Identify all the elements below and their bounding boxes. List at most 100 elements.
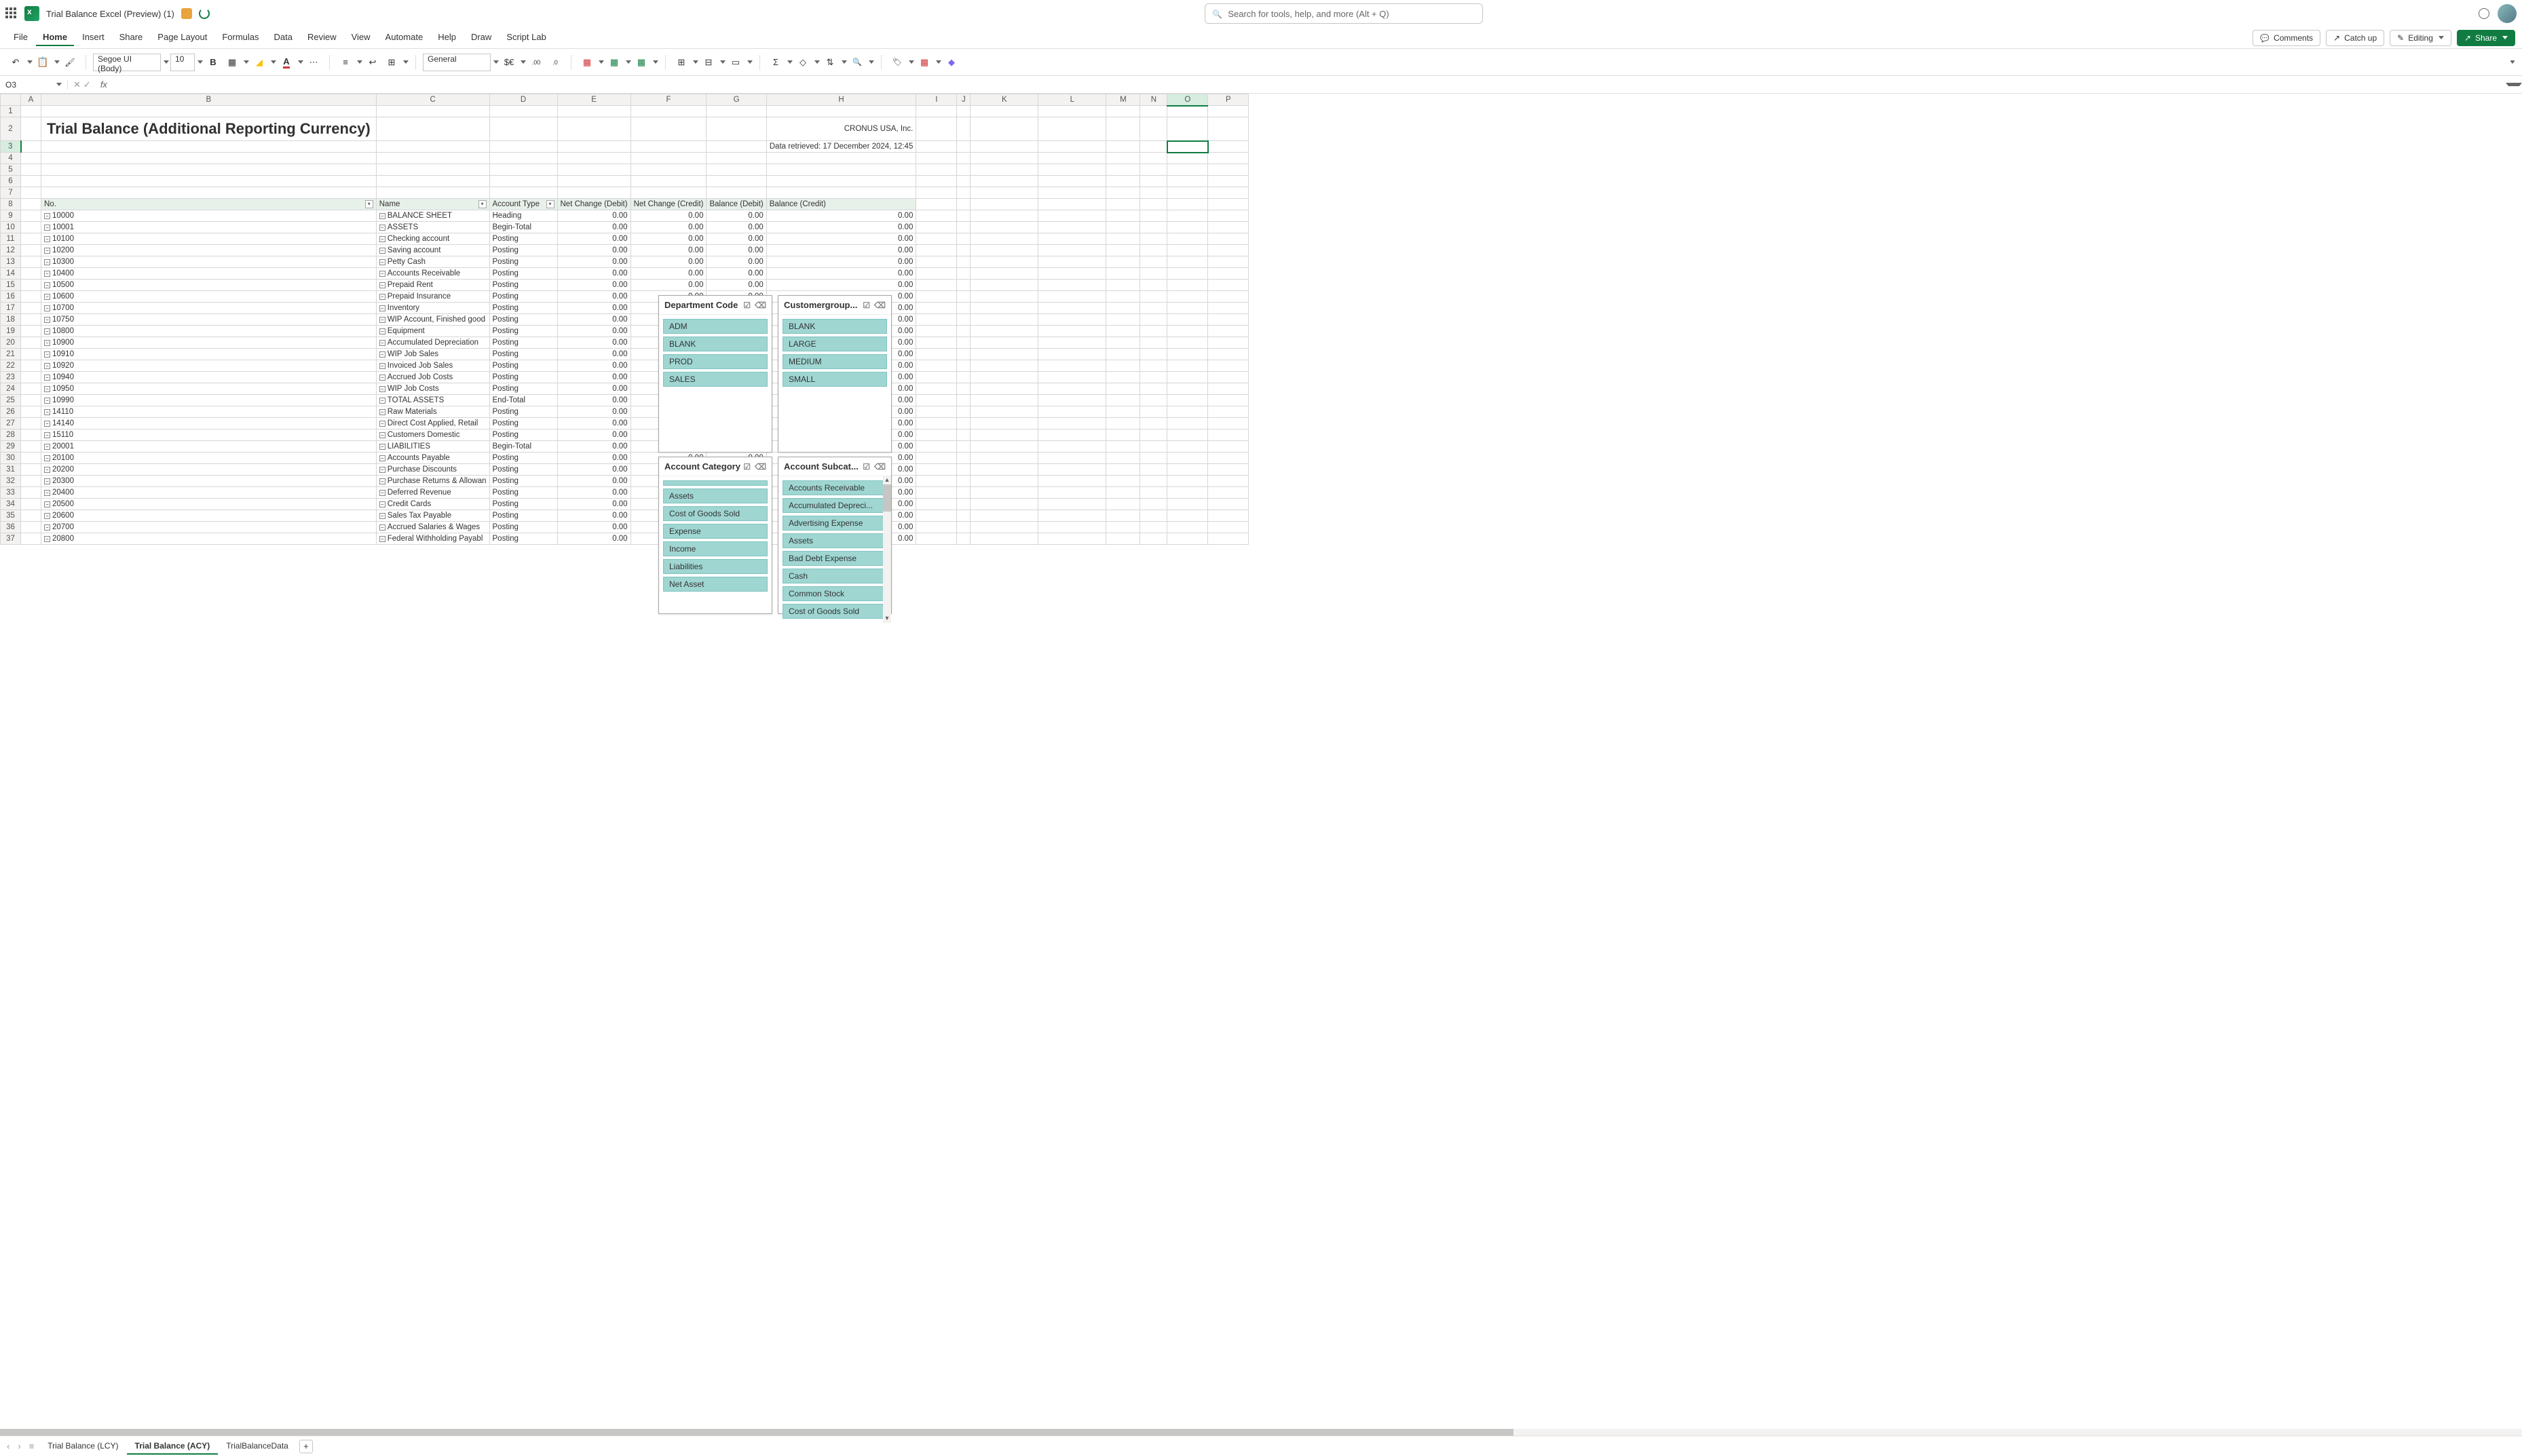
cell-I17[interactable]	[916, 303, 957, 314]
cell-P2[interactable]	[1208, 117, 1249, 141]
cell-A14[interactable]	[21, 268, 41, 280]
cell-F3[interactable]	[630, 141, 707, 153]
cell-G13[interactable]: 0.00	[707, 256, 766, 268]
cell-I6[interactable]	[916, 176, 957, 187]
cell-I18[interactable]	[916, 314, 957, 326]
slicer-item[interactable]: Net Asset	[663, 577, 768, 592]
addins-button[interactable]	[916, 54, 933, 71]
row-header-31[interactable]: 31	[1, 464, 21, 476]
cell-C1[interactable]	[376, 106, 489, 117]
cell-B36[interactable]: −20700	[41, 522, 377, 533]
slicer-item[interactable]: LARGE	[783, 337, 887, 351]
cell-A6[interactable]	[21, 176, 41, 187]
cell-N1[interactable]	[1140, 106, 1167, 117]
cell-K22[interactable]	[971, 360, 1038, 372]
cell-C11[interactable]: −Checking account	[376, 233, 489, 245]
cell-G4[interactable]	[707, 153, 766, 164]
cell-O35[interactable]	[1167, 510, 1208, 522]
menu-share[interactable]: Share	[113, 29, 150, 46]
tab-nav-next[interactable]: ›	[15, 1441, 23, 1451]
cell-B32[interactable]: −20300	[41, 476, 377, 487]
cell-C6[interactable]	[376, 176, 489, 187]
cell-I30[interactable]	[916, 453, 957, 464]
cell-M3[interactable]	[1106, 141, 1140, 153]
formula-input[interactable]	[111, 80, 2506, 90]
cell-C30[interactable]: −Accounts Payable	[376, 453, 489, 464]
cell-N37[interactable]	[1140, 533, 1167, 545]
cell-B29[interactable]: −20001	[41, 441, 377, 453]
cell-D27[interactable]: Posting	[489, 418, 557, 429]
row-header-21[interactable]: 21	[1, 349, 21, 360]
row-header-22[interactable]: 22	[1, 360, 21, 372]
slicer-item[interactable]	[663, 480, 768, 486]
col-header-M[interactable]: M	[1106, 94, 1140, 106]
cell-F15[interactable]: 0.00	[630, 280, 707, 291]
increase-decimal-button[interactable]: .00	[527, 54, 545, 71]
slicer-item[interactable]: Assets	[663, 488, 768, 503]
cell-D20[interactable]: Posting	[489, 337, 557, 349]
cell-B5[interactable]	[41, 164, 377, 176]
row-header-9[interactable]: 9	[1, 210, 21, 222]
cell-N16[interactable]	[1140, 291, 1167, 303]
cell-G11[interactable]: 0.00	[707, 233, 766, 245]
cell-I14[interactable]	[916, 268, 957, 280]
cell-K23[interactable]	[971, 372, 1038, 383]
cell-N4[interactable]	[1140, 153, 1167, 164]
cell-F6[interactable]	[630, 176, 707, 187]
cell-F2[interactable]	[630, 117, 707, 141]
conditional-format-button[interactable]	[578, 54, 596, 71]
cell-L32[interactable]	[1038, 476, 1106, 487]
cell-O14[interactable]	[1167, 268, 1208, 280]
cell-N31[interactable]	[1140, 464, 1167, 476]
cell-H13[interactable]: 0.00	[766, 256, 916, 268]
cell-J11[interactable]	[957, 233, 971, 245]
cell-C9[interactable]: −BALANCE SHEET	[376, 210, 489, 222]
sheet-tab[interactable]: Trial Balance (LCY)	[39, 1438, 126, 1455]
cell-L8[interactable]	[1038, 199, 1106, 210]
cell-J4[interactable]	[957, 153, 971, 164]
row-header-25[interactable]: 25	[1, 395, 21, 406]
paste-button[interactable]	[34, 54, 52, 71]
cell-C21[interactable]: −WIP Job Sales	[376, 349, 489, 360]
number-format-select[interactable]: General	[423, 54, 491, 71]
cell-E30[interactable]: 0.00	[557, 453, 630, 464]
cell-M30[interactable]	[1106, 453, 1140, 464]
cell-F11[interactable]: 0.00	[630, 233, 707, 245]
cell-M19[interactable]	[1106, 326, 1140, 337]
cell-E14[interactable]: 0.00	[557, 268, 630, 280]
cell-M17[interactable]	[1106, 303, 1140, 314]
row-header-8[interactable]: 8	[1, 199, 21, 210]
cell-N29[interactable]	[1140, 441, 1167, 453]
cell-D3[interactable]	[489, 141, 557, 153]
cell-K20[interactable]	[971, 337, 1038, 349]
row-header-11[interactable]: 11	[1, 233, 21, 245]
row-header-6[interactable]: 6	[1, 176, 21, 187]
cell-A15[interactable]	[21, 280, 41, 291]
cell-H5[interactable]	[766, 164, 916, 176]
cell-L7[interactable]	[1038, 187, 1106, 199]
menu-view[interactable]: View	[345, 29, 377, 46]
chevron-down-icon[interactable]	[493, 60, 499, 64]
cell-A32[interactable]	[21, 476, 41, 487]
cell-H1[interactable]	[766, 106, 916, 117]
cell-O12[interactable]	[1167, 245, 1208, 256]
cell-P18[interactable]	[1208, 314, 1249, 326]
menu-insert[interactable]: Insert	[75, 29, 111, 46]
cell-I28[interactable]	[916, 429, 957, 441]
cell-I25[interactable]	[916, 395, 957, 406]
cell-N36[interactable]	[1140, 522, 1167, 533]
chevron-down-icon[interactable]	[357, 60, 362, 64]
cell-C27[interactable]: −Direct Cost Applied, Retail	[376, 418, 489, 429]
cell-L30[interactable]	[1038, 453, 1106, 464]
cell-B28[interactable]: −15110	[41, 429, 377, 441]
row-header-20[interactable]: 20	[1, 337, 21, 349]
cell-J17[interactable]	[957, 303, 971, 314]
cell-F7[interactable]	[630, 187, 707, 199]
cell-M18[interactable]	[1106, 314, 1140, 326]
cell-L15[interactable]	[1038, 280, 1106, 291]
cell-N22[interactable]	[1140, 360, 1167, 372]
slicer-item[interactable]: Expense	[663, 524, 768, 539]
expand-ribbon-button[interactable]	[2510, 60, 2515, 64]
cell-J31[interactable]	[957, 464, 971, 476]
slicer-scrollbar[interactable]: ▲▼	[883, 476, 891, 623]
